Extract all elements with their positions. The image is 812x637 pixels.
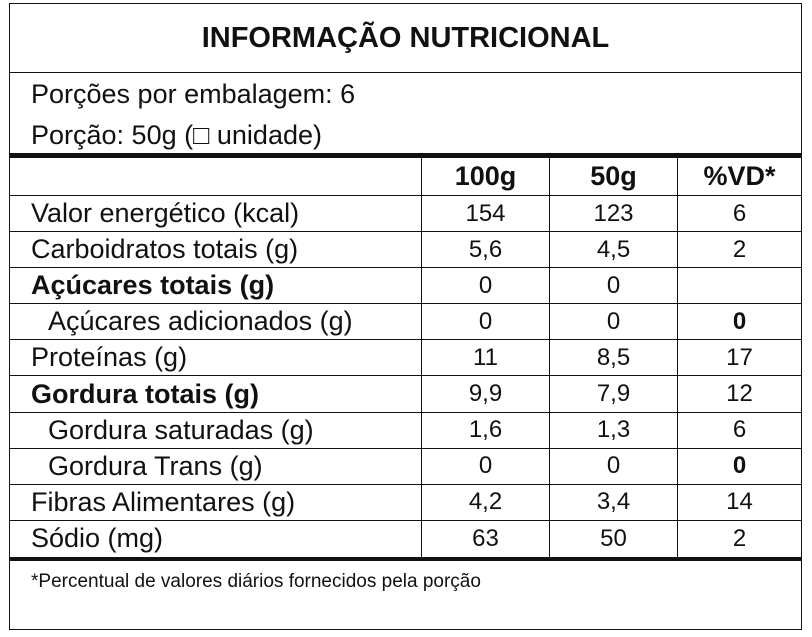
row-50g-sodium: 50 [550, 520, 678, 557]
row-100g-total-sugars: 0 [422, 268, 550, 305]
header-vd: %VD* [678, 158, 801, 196]
row-50g-energy: 123 [550, 196, 678, 233]
nutrition-title: INFORMAÇÃO NUTRICIONAL [10, 4, 801, 73]
row-label-carbs: Carboidratos totais (g) [10, 232, 422, 269]
row-label-total-fat: Gordura totais (g) [10, 376, 422, 413]
row-label-protein: Proteínas (g) [10, 340, 422, 377]
row-label-energy: Valor energético (kcal) [10, 196, 422, 233]
row-100g-added-sugars: 0 [422, 304, 550, 341]
row-label-total-sugars: Açúcares totais (g) [10, 268, 422, 305]
row-vd-sodium: 2 [732, 524, 747, 552]
row-50g-total-sugars: 0 [550, 268, 678, 305]
row-vd-saturated-fat: 6 [678, 413, 801, 449]
row-100g-protein: 11 [422, 340, 550, 377]
row-label-saturated-fat: Gordura saturadas (g) [10, 412, 422, 449]
row-label-trans-fat: Gordura Trans (g) [10, 448, 422, 485]
header-50g: 50g [550, 158, 678, 196]
row-50g-carbs: 4,5 [550, 232, 678, 269]
row-label-sodium: Sódio (mg) [10, 520, 422, 557]
row-vd-carbs: 2 [678, 232, 801, 269]
row-100g-sodium: 63 [422, 520, 550, 557]
row-50g-added-sugars: 0 [550, 304, 678, 341]
row-vd-total-fat: 12 [678, 376, 801, 413]
row-50g-saturated-fat: 1,3 [550, 412, 678, 449]
row-vd-added-sugars: 0 [678, 304, 801, 341]
row-label-fiber: Fibras Alimentares (g) [10, 484, 422, 521]
row-vd-total-sugars [678, 268, 801, 305]
row-vd-protein: 17 [678, 340, 801, 377]
row-100g-energy: 154 [422, 196, 550, 233]
row-50g-fiber: 3,4 [550, 484, 678, 521]
row-50g-protein: 8,5 [550, 340, 678, 377]
nutrition-table: 100g 50g %VD* Valor energético (kcal) 15… [10, 158, 801, 557]
row-100g-total-fat: 9,9 [422, 376, 550, 413]
header-100g: 100g [422, 158, 550, 196]
row-vd-energy: 6 [678, 196, 801, 233]
row-label-added-sugars: Açúcares adicionados (g) [10, 304, 422, 341]
row-50g-total-fat: 7,9 [550, 376, 678, 413]
row-100g-carbs: 5,6 [422, 232, 550, 269]
row-50g-trans-fat: 0 [550, 448, 678, 485]
row-100g-saturated-fat: 1,6 [422, 412, 550, 449]
row-100g-fiber: 4,2 [422, 484, 550, 521]
nutrition-facts-panel: INFORMAÇÃO NUTRICIONAL Porções por embal… [9, 3, 802, 630]
footnote: *Percentual de valores diários fornecido… [31, 571, 481, 592]
serving-size: Porção: 50g (□ unidade) [31, 120, 322, 150]
servings-per-package: Porções por embalagem: 6 [31, 79, 356, 109]
row-vd-fiber: 14 [678, 485, 801, 521]
header-nutrient-column [10, 158, 422, 196]
row-vd-trans-fat: 0 [678, 449, 801, 485]
thick-divider-bottom [9, 557, 802, 561]
thick-divider-top [9, 153, 802, 158]
row-100g-trans-fat: 0 [422, 448, 550, 485]
